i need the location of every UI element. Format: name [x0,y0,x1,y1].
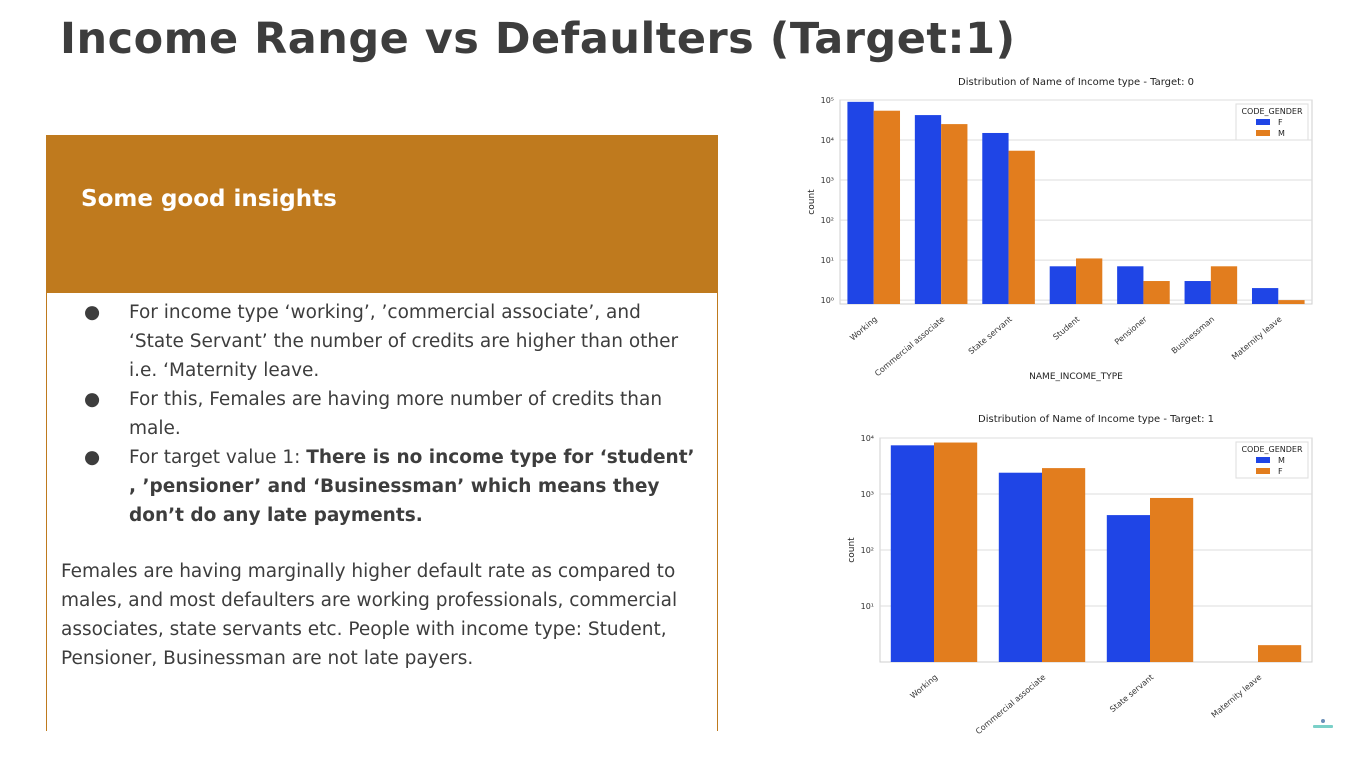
bar [1184,281,1211,304]
y-tick-label: 10³ [821,176,834,185]
insight-text: For this, Females are having more number… [129,389,663,439]
slide-logo-icon [1313,719,1333,728]
x-axis-label: NAME_INCOME_TYPE [1029,372,1123,382]
bar [934,442,978,662]
legend-title: CODE_GENDER [1241,445,1303,454]
legend-label: F [1278,467,1283,476]
y-tick-label: 10¹ [861,602,874,611]
bar [941,124,968,304]
bullet-icon: ● [84,389,101,410]
y-tick-label: 10² [821,216,834,225]
legend-box [1235,441,1309,479]
legend-label: M [1278,456,1285,465]
insights-heading: Some good insights [81,186,337,212]
slide-title: Income Range vs Defaulters (Target:1) [60,14,1016,64]
bullet-icon: ● [84,302,101,323]
bar [1210,266,1238,304]
bar [890,445,934,662]
bar [914,115,942,304]
legend-title: CODE_GENDER [1241,107,1303,116]
insight-bold-text: There is no income type for ‘student’ , … [129,447,695,526]
insights-panel-header: Some good insights [47,136,717,293]
legend-box [1235,103,1309,141]
chart-title: Distribution of Name of Income type - Ta… [978,414,1214,425]
legend-swatch [1256,119,1270,125]
insight-text: For target value 1: [129,447,307,468]
y-tick-label: 10² [861,546,874,555]
bar [1150,497,1194,662]
x-tick-label: Working [908,673,939,701]
bar [847,101,874,304]
bar [1258,645,1302,662]
x-tick-label: Maternity leave [1210,673,1264,720]
summary-text: Females are having marginally higher def… [61,561,678,669]
bar [1251,288,1279,304]
x-tick-label: State servant [1108,673,1155,715]
y-tick-label: 10¹ [821,256,834,265]
bar [1049,266,1076,304]
bar [998,472,1042,662]
y-tick-label: 10⁵ [821,96,834,105]
legend-swatch [1256,468,1270,474]
legend-swatch [1256,130,1270,136]
bullet-icon: ● [84,447,101,468]
bar [1278,300,1305,304]
insight-item: ● For income type ‘working’, ’commercial… [81,298,701,385]
insights-panel: Some good insights ● For income type ‘wo… [46,135,718,731]
bar [873,110,901,304]
insight-item: ● For this, Females are having more numb… [81,385,701,443]
bar [1143,281,1170,304]
legend-label: F [1278,118,1283,127]
y-axis-label: count [807,189,817,215]
bar [1076,258,1103,304]
legend-label: M [1278,129,1285,138]
bar [1117,266,1144,304]
bar [1008,150,1035,304]
x-tick-label: Commercial associate [974,673,1047,737]
insights-list: ● For income type ‘working’, ’commercial… [81,298,701,530]
chart-title: Distribution of Name of Income type - Ta… [958,77,1194,88]
y-tick-label: 10⁴ [821,136,834,145]
bar [1042,468,1086,662]
bar [1106,515,1150,662]
y-axis-label: count [847,537,857,563]
y-tick-label: 10⁰ [821,296,834,305]
legend-swatch [1256,457,1270,463]
bar [982,132,1009,304]
insight-text: For income type ‘working’, ’commercial a… [129,302,679,381]
insight-item: ● For target value 1: There is no income… [81,443,701,530]
y-tick-label: 10³ [861,490,874,499]
y-tick-label: 10⁴ [861,434,874,443]
